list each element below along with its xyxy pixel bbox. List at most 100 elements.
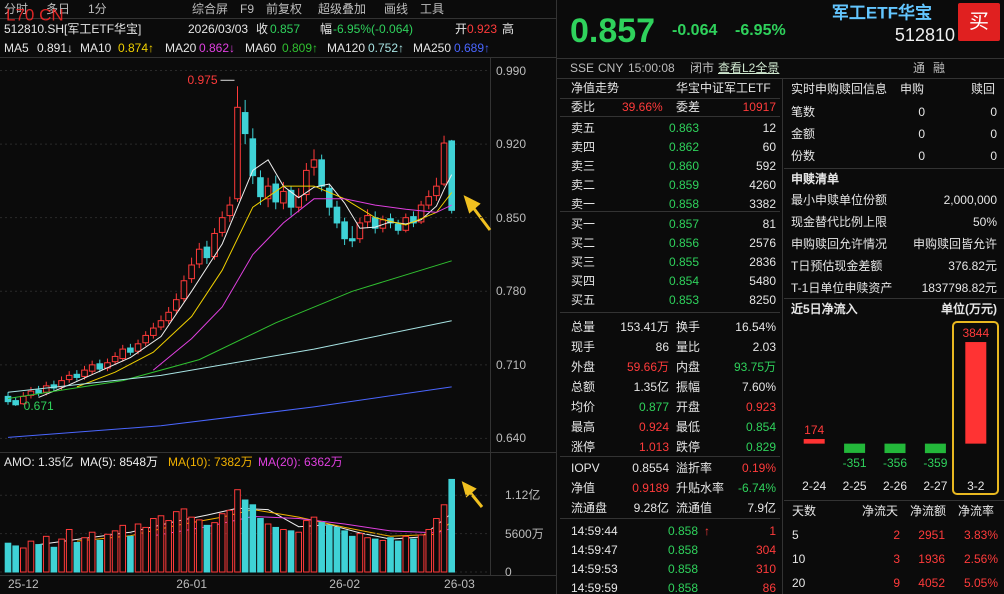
stat-label: 涨停 bbox=[571, 440, 596, 454]
change: -0.064 bbox=[672, 22, 718, 39]
level-label: 买一 bbox=[571, 217, 596, 231]
table-cell: 2951 bbox=[918, 528, 945, 542]
stat-label: 总额 bbox=[571, 380, 596, 394]
legend-name: MA5 bbox=[4, 41, 29, 55]
toolbar-tab[interactable]: 1分 bbox=[88, 2, 107, 16]
x-tick-label: 25-12 bbox=[8, 577, 39, 591]
volume-bar bbox=[272, 526, 280, 573]
stat-value: 2.03 bbox=[752, 340, 776, 354]
volume-title: AMO: 1.35亿 bbox=[4, 455, 74, 469]
candle-body bbox=[12, 400, 19, 406]
row-label: 最小申赎单位份额 bbox=[791, 193, 888, 207]
volume-bar bbox=[371, 538, 379, 573]
x-tick-label: 3-2 bbox=[967, 479, 985, 493]
toolbar-tab[interactable]: 分时 bbox=[4, 2, 29, 16]
change-pct: -6.95% bbox=[735, 22, 786, 39]
stat-value: 0.924 bbox=[638, 420, 669, 434]
toolbar-tab[interactable]: 前复权 bbox=[266, 2, 303, 16]
market-info: 15:00:08 bbox=[628, 61, 675, 75]
trade-volume: 304 bbox=[755, 543, 776, 557]
volume-bar bbox=[356, 533, 364, 573]
volume-bar bbox=[96, 539, 104, 573]
stat-label: 内盘 bbox=[676, 360, 701, 374]
candle-body bbox=[35, 389, 42, 394]
level-volume: 8250 bbox=[749, 293, 776, 307]
legend-value: 0.689↑ bbox=[454, 41, 491, 55]
volume-bar bbox=[364, 537, 371, 573]
quote-field: 高 bbox=[502, 22, 515, 36]
ma-line bbox=[76, 185, 453, 388]
volume-bar bbox=[180, 508, 188, 573]
stat-value: 0.829 bbox=[745, 440, 776, 454]
min-label: 0.671 bbox=[23, 398, 54, 413]
fund-code: 512810 bbox=[894, 25, 955, 45]
row-label: 申购赎回允许情况 bbox=[791, 237, 888, 251]
stat-label: 流通盘 bbox=[571, 501, 608, 515]
row-value: 0 bbox=[918, 149, 925, 163]
row-value: 0 bbox=[990, 149, 997, 163]
legend-name: MA250 bbox=[413, 41, 452, 55]
volume-bar bbox=[341, 530, 348, 573]
y-tick-label: 0.990 bbox=[496, 63, 527, 78]
row-label: T-1日单位申赎资产 bbox=[791, 281, 893, 295]
stat-value: 86 bbox=[655, 340, 669, 354]
candle-body bbox=[264, 185, 272, 200]
toolbar-tab[interactable]: 综合屏 bbox=[192, 2, 229, 16]
watermark: L70 CN bbox=[6, 5, 64, 25]
stat-value: 0.19% bbox=[741, 461, 776, 475]
tag: 融 bbox=[933, 61, 946, 75]
buy-button[interactable]: 买 bbox=[969, 11, 989, 33]
toolbar-tab[interactable]: F9 bbox=[240, 2, 255, 16]
bar bbox=[803, 439, 825, 444]
legend-value: 0.874↑ bbox=[118, 41, 155, 55]
level-label: 买二 bbox=[571, 236, 596, 250]
level-price: 0.858 bbox=[668, 197, 699, 211]
candle-body bbox=[218, 217, 226, 233]
level-label: 买四 bbox=[571, 274, 596, 288]
volume-bar bbox=[35, 544, 42, 573]
stat-value: 0.877 bbox=[638, 400, 669, 414]
level-label: 卖四 bbox=[571, 140, 596, 154]
volume-bar bbox=[88, 531, 96, 573]
volume-bar bbox=[287, 530, 295, 573]
quote-field: 2026/03/03 bbox=[188, 22, 249, 36]
candle-body bbox=[73, 373, 81, 378]
buy-button[interactable] bbox=[958, 3, 1000, 41]
toolbar-tab[interactable]: 工具 bbox=[420, 2, 445, 16]
candle-body bbox=[287, 189, 295, 208]
candle-body bbox=[417, 204, 425, 223]
stat-value: 16.54% bbox=[735, 320, 776, 334]
level-volume: 3382 bbox=[749, 197, 776, 211]
stat-label: 现手 bbox=[571, 340, 596, 354]
y-tick-label: 5600万 bbox=[505, 526, 544, 541]
stat-label: 净值 bbox=[571, 481, 596, 495]
section-title: 申赎清单 bbox=[791, 172, 840, 186]
x-tick-label: 2-25 bbox=[842, 479, 867, 493]
l2-link[interactable]: 查看L2全景 bbox=[718, 61, 780, 75]
row-label: 金额 bbox=[791, 127, 816, 141]
market-info: CNY bbox=[598, 61, 624, 75]
volume-bar bbox=[295, 531, 302, 573]
level-volume: 5480 bbox=[749, 274, 776, 288]
legend-value: 0.891↓ bbox=[37, 41, 74, 55]
stat-label: 流通值 bbox=[676, 501, 713, 515]
level-price: 0.857 bbox=[668, 217, 699, 231]
volume-bar bbox=[440, 504, 448, 573]
stat-value: 7.9亿 bbox=[747, 501, 776, 515]
level-label: 卖二 bbox=[571, 178, 596, 192]
level-price: 0.863 bbox=[668, 121, 699, 135]
table-cell: 9 bbox=[893, 576, 900, 590]
volume-bar bbox=[234, 489, 241, 573]
toolbar-tab[interactable]: 多日 bbox=[46, 2, 71, 16]
data-label: -356 bbox=[882, 456, 908, 471]
candle-body bbox=[150, 327, 157, 336]
table-cell: 5.05% bbox=[963, 576, 998, 590]
chart-unit: 单位(万元) bbox=[941, 302, 997, 316]
toolbar-tab[interactable]: 超级叠加 bbox=[318, 2, 367, 16]
toolbar-tab[interactable]: 画线 bbox=[384, 2, 409, 16]
x-tick-label: 2-26 bbox=[882, 479, 908, 493]
nav-trend[interactable]: 净值走势 bbox=[571, 81, 620, 95]
column-header: 净流额 bbox=[910, 504, 947, 518]
